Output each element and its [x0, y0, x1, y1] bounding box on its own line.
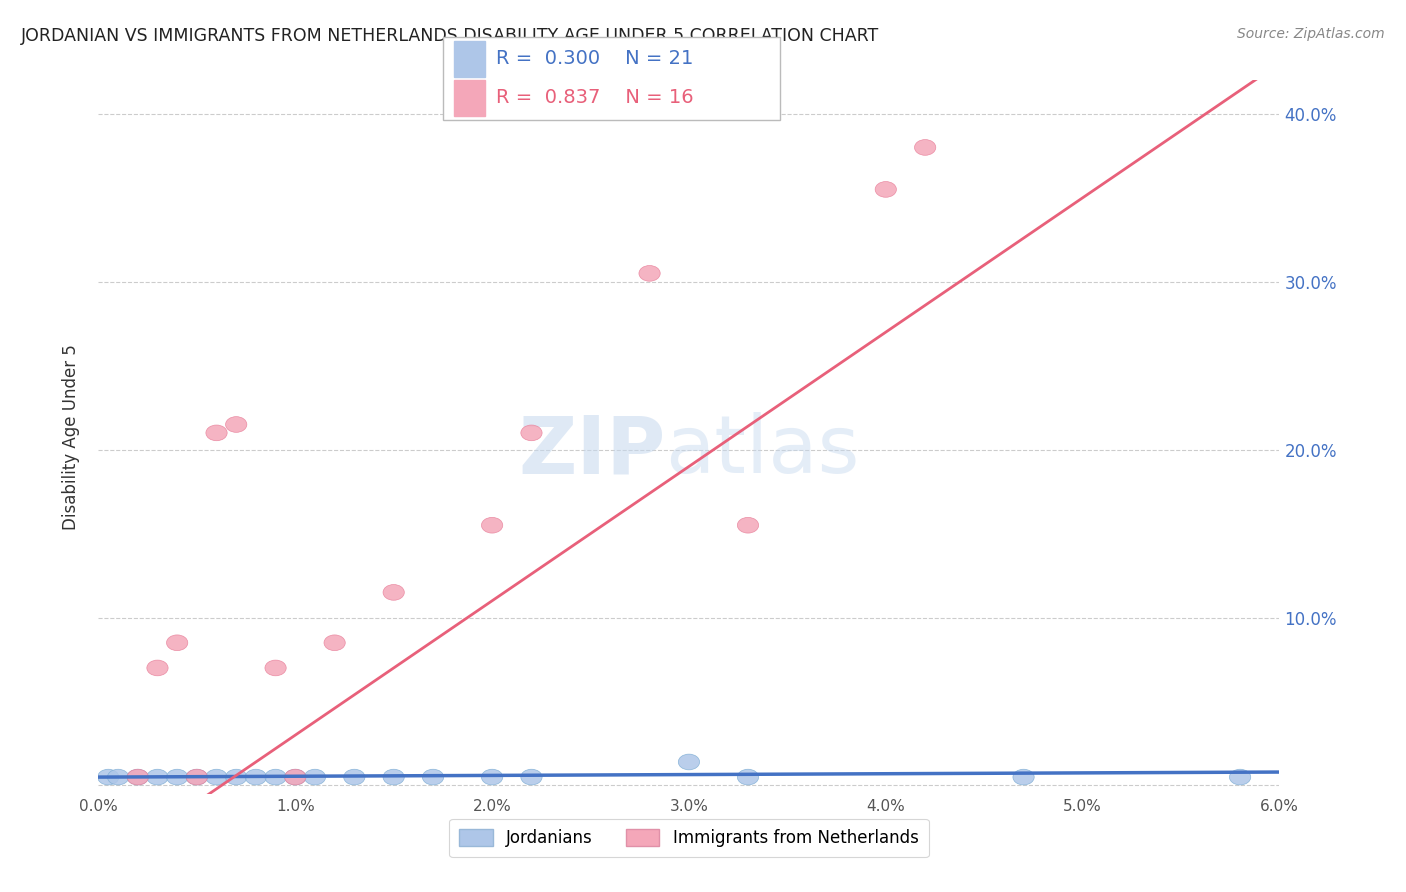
Ellipse shape — [737, 769, 759, 785]
Ellipse shape — [304, 769, 326, 785]
Legend: Jordanians, Immigrants from Netherlands: Jordanians, Immigrants from Netherlands — [450, 819, 928, 857]
Ellipse shape — [264, 660, 287, 676]
Y-axis label: Disability Age Under 5: Disability Age Under 5 — [62, 344, 80, 530]
Ellipse shape — [323, 635, 346, 650]
Ellipse shape — [127, 769, 149, 785]
Ellipse shape — [264, 769, 287, 785]
Ellipse shape — [481, 517, 503, 533]
Ellipse shape — [166, 635, 188, 650]
Ellipse shape — [1012, 769, 1035, 785]
Ellipse shape — [422, 769, 444, 785]
Ellipse shape — [205, 425, 228, 441]
Ellipse shape — [520, 769, 543, 785]
Text: Source: ZipAtlas.com: Source: ZipAtlas.com — [1237, 27, 1385, 41]
Ellipse shape — [186, 769, 208, 785]
Ellipse shape — [382, 769, 405, 785]
Text: R =  0.837    N = 16: R = 0.837 N = 16 — [496, 88, 695, 107]
Ellipse shape — [166, 769, 188, 785]
Ellipse shape — [205, 769, 228, 785]
Text: R =  0.300    N = 21: R = 0.300 N = 21 — [496, 49, 693, 69]
Ellipse shape — [146, 769, 169, 785]
Ellipse shape — [875, 182, 897, 197]
Ellipse shape — [343, 769, 366, 785]
Text: JORDANIAN VS IMMIGRANTS FROM NETHERLANDS DISABILITY AGE UNDER 5 CORRELATION CHAR: JORDANIAN VS IMMIGRANTS FROM NETHERLANDS… — [21, 27, 879, 45]
Ellipse shape — [678, 754, 700, 770]
Ellipse shape — [225, 769, 247, 785]
Ellipse shape — [225, 417, 247, 433]
Ellipse shape — [481, 769, 503, 785]
Ellipse shape — [186, 769, 208, 785]
Ellipse shape — [382, 584, 405, 600]
Ellipse shape — [127, 769, 149, 785]
Ellipse shape — [284, 769, 307, 785]
Ellipse shape — [107, 769, 129, 785]
Ellipse shape — [1229, 769, 1251, 785]
Ellipse shape — [520, 425, 543, 441]
Text: ZIP: ZIP — [517, 412, 665, 491]
Ellipse shape — [245, 769, 267, 785]
Ellipse shape — [638, 266, 661, 281]
Ellipse shape — [284, 769, 307, 785]
Ellipse shape — [737, 517, 759, 533]
Text: atlas: atlas — [665, 412, 859, 491]
Ellipse shape — [146, 660, 169, 676]
Ellipse shape — [97, 769, 120, 785]
Ellipse shape — [914, 139, 936, 155]
